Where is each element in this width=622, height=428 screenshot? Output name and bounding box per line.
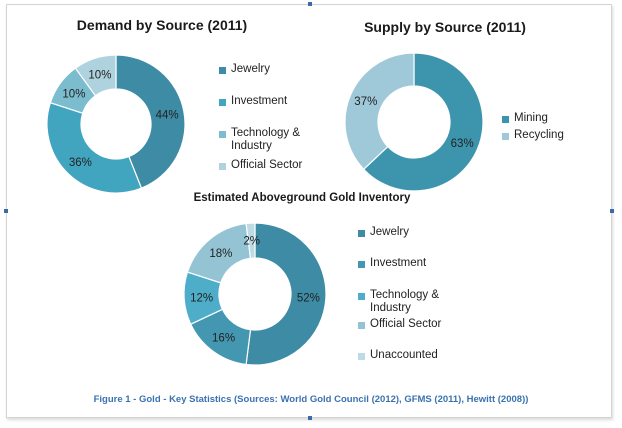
legend-label: Mining [514, 112, 548, 124]
slice-label: 36% [69, 157, 92, 169]
figure-caption: Figure 1 - Gold - Key Statistics (Source… [93, 394, 529, 405]
legend-swatch [358, 293, 365, 300]
legend-label: Technology & Industry [370, 289, 440, 314]
legend-swatch [358, 322, 365, 329]
legend-label: Investment [231, 95, 288, 107]
donut-slice-recycling [344, 52, 415, 171]
resize-handle-right[interactable] [610, 209, 614, 213]
donut-slice-investment [46, 101, 143, 194]
legend-swatch [219, 131, 226, 138]
legend-label: Unaccounted [370, 349, 438, 361]
legend-label: Official Sector [370, 318, 442, 330]
legend-swatch [219, 67, 226, 74]
slice-label: 2% [243, 236, 260, 248]
legend-label: Investment [370, 257, 427, 269]
chart-title-inventory: Estimated Aboveground Gold Inventory [193, 192, 411, 204]
donut-slice-jewelry [115, 54, 186, 189]
resize-handle-top[interactable] [308, 2, 312, 6]
legend-swatch [358, 261, 365, 268]
slice-label: 18% [209, 248, 232, 260]
resize-handle-bottom[interactable] [308, 416, 312, 420]
legend-label: Jewelry [231, 63, 270, 75]
legend-swatch [219, 99, 226, 106]
chart-title-supply: Supply by Source (2011) [364, 19, 526, 35]
slice-label: 16% [212, 332, 235, 344]
slice-label: 63% [451, 138, 474, 150]
legend-swatch [358, 230, 365, 237]
donut-slice-mining [362, 52, 484, 192]
legend-label: Official Sector [231, 159, 303, 171]
chart-title-demand: Demand by Source (2011) [76, 17, 248, 33]
legend-swatch [502, 133, 509, 140]
slice-label: 37% [354, 96, 377, 108]
slice-label: 10% [88, 70, 111, 82]
donut-slice-unaccounted [245, 222, 256, 259]
legend-swatch [502, 116, 509, 123]
slice-label: 44% [156, 109, 179, 121]
slice-label: 12% [190, 292, 213, 304]
legend-swatch [358, 353, 365, 360]
legend-swatch [219, 163, 226, 170]
donut-slice-jewelry [245, 222, 327, 366]
resize-handle-left[interactable] [4, 209, 8, 213]
legend-label: Jewelry [370, 226, 409, 238]
slice-label: 52% [297, 292, 320, 304]
legend-label: Technology & Industry [231, 127, 301, 152]
donut-slice-official-sector [74, 54, 117, 97]
legend-label: Recycling [514, 129, 564, 141]
slice-label: 10% [62, 88, 85, 100]
